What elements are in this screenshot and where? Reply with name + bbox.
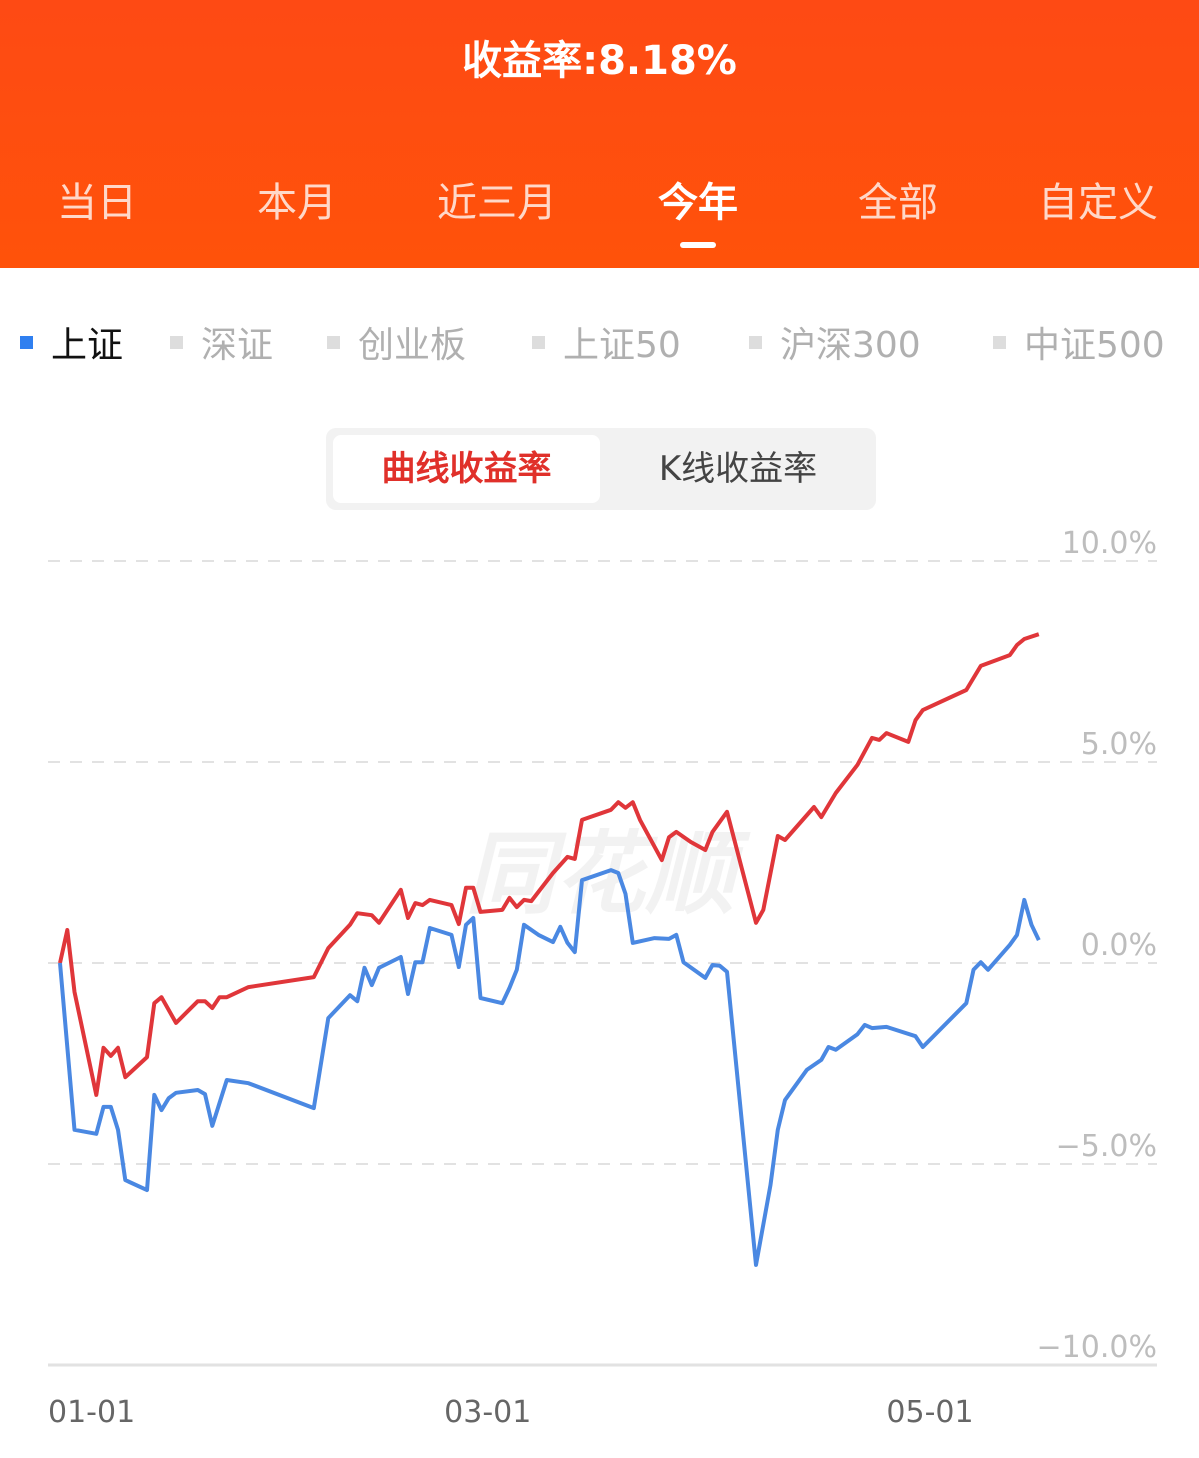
chart-mode-toggle: 曲线收益率 K线收益率 <box>326 428 876 510</box>
y-tick-label: 5.0% <box>1081 727 1157 762</box>
header: 收益率:8.18% 当日 本月 近三月 今年 全部 自定义 <box>0 0 1199 268</box>
legend-csi500[interactable]: 中证500 <box>993 316 1165 368</box>
portfolio-return-line <box>58 632 1040 1097</box>
legend-label: 上证 <box>51 325 124 366</box>
tab-this-month[interactable]: 本月 <box>257 180 337 226</box>
legend-csi300[interactable]: 沪深300 <box>749 316 921 368</box>
curve-return-button[interactable]: 曲线收益率 <box>333 435 600 503</box>
return-rate-title: 收益率:8.18% <box>462 38 737 84</box>
legend-shanghai[interactable]: 上证 <box>20 316 123 368</box>
legend-marker <box>532 335 545 349</box>
tab-custom[interactable]: 自定义 <box>1038 180 1158 226</box>
y-tick-label: −10.0% <box>1037 1330 1157 1365</box>
legend-marker <box>327 335 340 349</box>
shanghai-index-line <box>58 868 1041 1267</box>
legend-label: 创业板 <box>358 325 467 366</box>
legend-sse50[interactable]: 上证50 <box>532 316 681 368</box>
y-tick-label: −5.0% <box>1056 1129 1157 1164</box>
legend-marker <box>20 335 33 349</box>
x-tick-label: 01-01 <box>48 1395 135 1430</box>
tab-three-months[interactable]: 近三月 <box>437 180 557 226</box>
y-tick-label: 10.0% <box>1062 526 1157 561</box>
x-tick-label: 05-01 <box>886 1395 973 1430</box>
y-tick-label: 0.0% <box>1081 928 1157 963</box>
legend-marker <box>749 335 762 349</box>
tab-all[interactable]: 全部 <box>858 180 938 226</box>
legend-marker <box>170 335 183 349</box>
legend-label: 上证50 <box>563 325 681 366</box>
kline-return-button[interactable]: K线收益率 <box>658 449 818 489</box>
legend-label: 深证 <box>201 325 274 366</box>
active-tab-indicator <box>680 242 716 248</box>
legend-marker <box>993 335 1006 349</box>
legend-label: 中证500 <box>1024 325 1165 366</box>
legend-label: 沪深300 <box>780 325 921 366</box>
x-tick-label: 03-01 <box>444 1395 531 1430</box>
tab-today[interactable]: 当日 <box>57 180 137 226</box>
legend-shenzhen[interactable]: 深证 <box>170 316 273 368</box>
tab-this-year[interactable]: 今年 <box>658 180 738 226</box>
legend-chinext[interactable]: 创业板 <box>327 316 466 368</box>
watermark-logo: 同花顺 <box>465 822 751 927</box>
